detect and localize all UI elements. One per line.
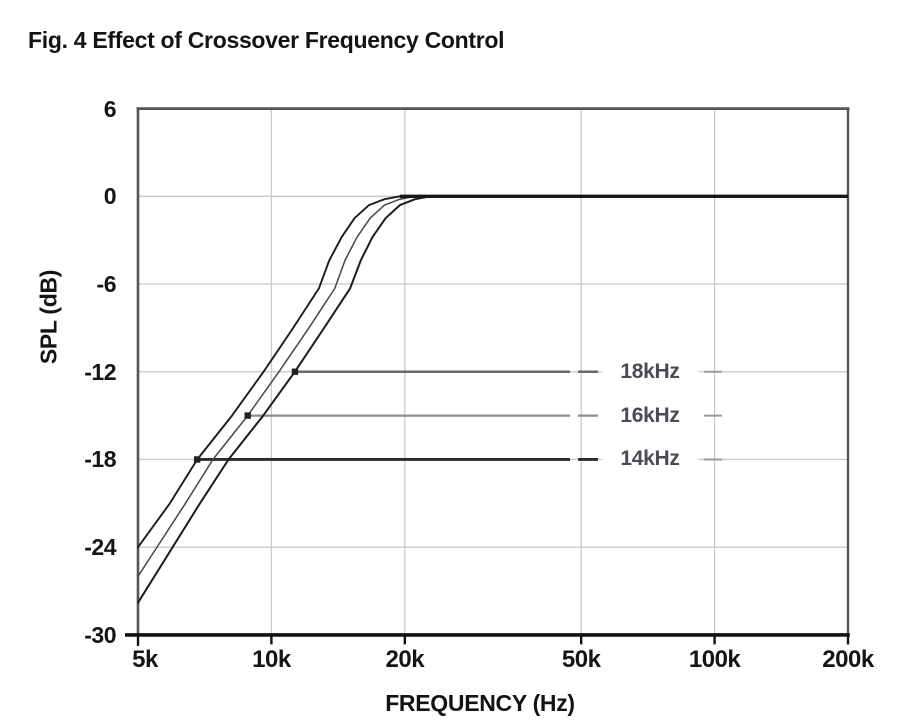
series-label-14kHz: 14kHz xyxy=(602,444,698,475)
x-tick-label-20k: 20k xyxy=(385,646,425,673)
response-curve-18kHz xyxy=(137,195,432,604)
y-tick-label-6: 6 xyxy=(103,95,117,122)
x-tick-label-10k: 10k xyxy=(252,646,291,673)
y-tick-label--6: -6 xyxy=(96,271,117,298)
figure-title: Fig. 4 Effect of Crossover Frequency Con… xyxy=(28,27,505,53)
curve-marker-dot xyxy=(291,368,299,375)
response-curve-16kHz xyxy=(137,195,417,578)
x-tick-label-50k: 50k xyxy=(561,646,601,673)
x-tick-label-100k: 100k xyxy=(688,646,741,673)
series-label-18kHz: 18kHz xyxy=(602,356,698,387)
y-axis-title: SPL (dB) xyxy=(35,269,62,365)
y-tick-label--30: -30 xyxy=(84,621,116,648)
series-label-16kHz: 16kHz xyxy=(602,400,698,431)
x-axis-title: FREQUENCY (Hz) xyxy=(385,690,575,716)
y-tick-label--12: -12 xyxy=(84,358,116,385)
curve-marker-dot xyxy=(193,456,201,463)
y-tick-label--24: -24 xyxy=(84,534,116,561)
x-tick-label-5k: 5k xyxy=(132,646,158,673)
x-tick-label-200k: 200k xyxy=(822,646,874,673)
curve-marker-dot xyxy=(244,412,251,419)
y-tick-label--18: -18 xyxy=(84,446,116,473)
y-tick-label-0: 0 xyxy=(103,183,117,210)
